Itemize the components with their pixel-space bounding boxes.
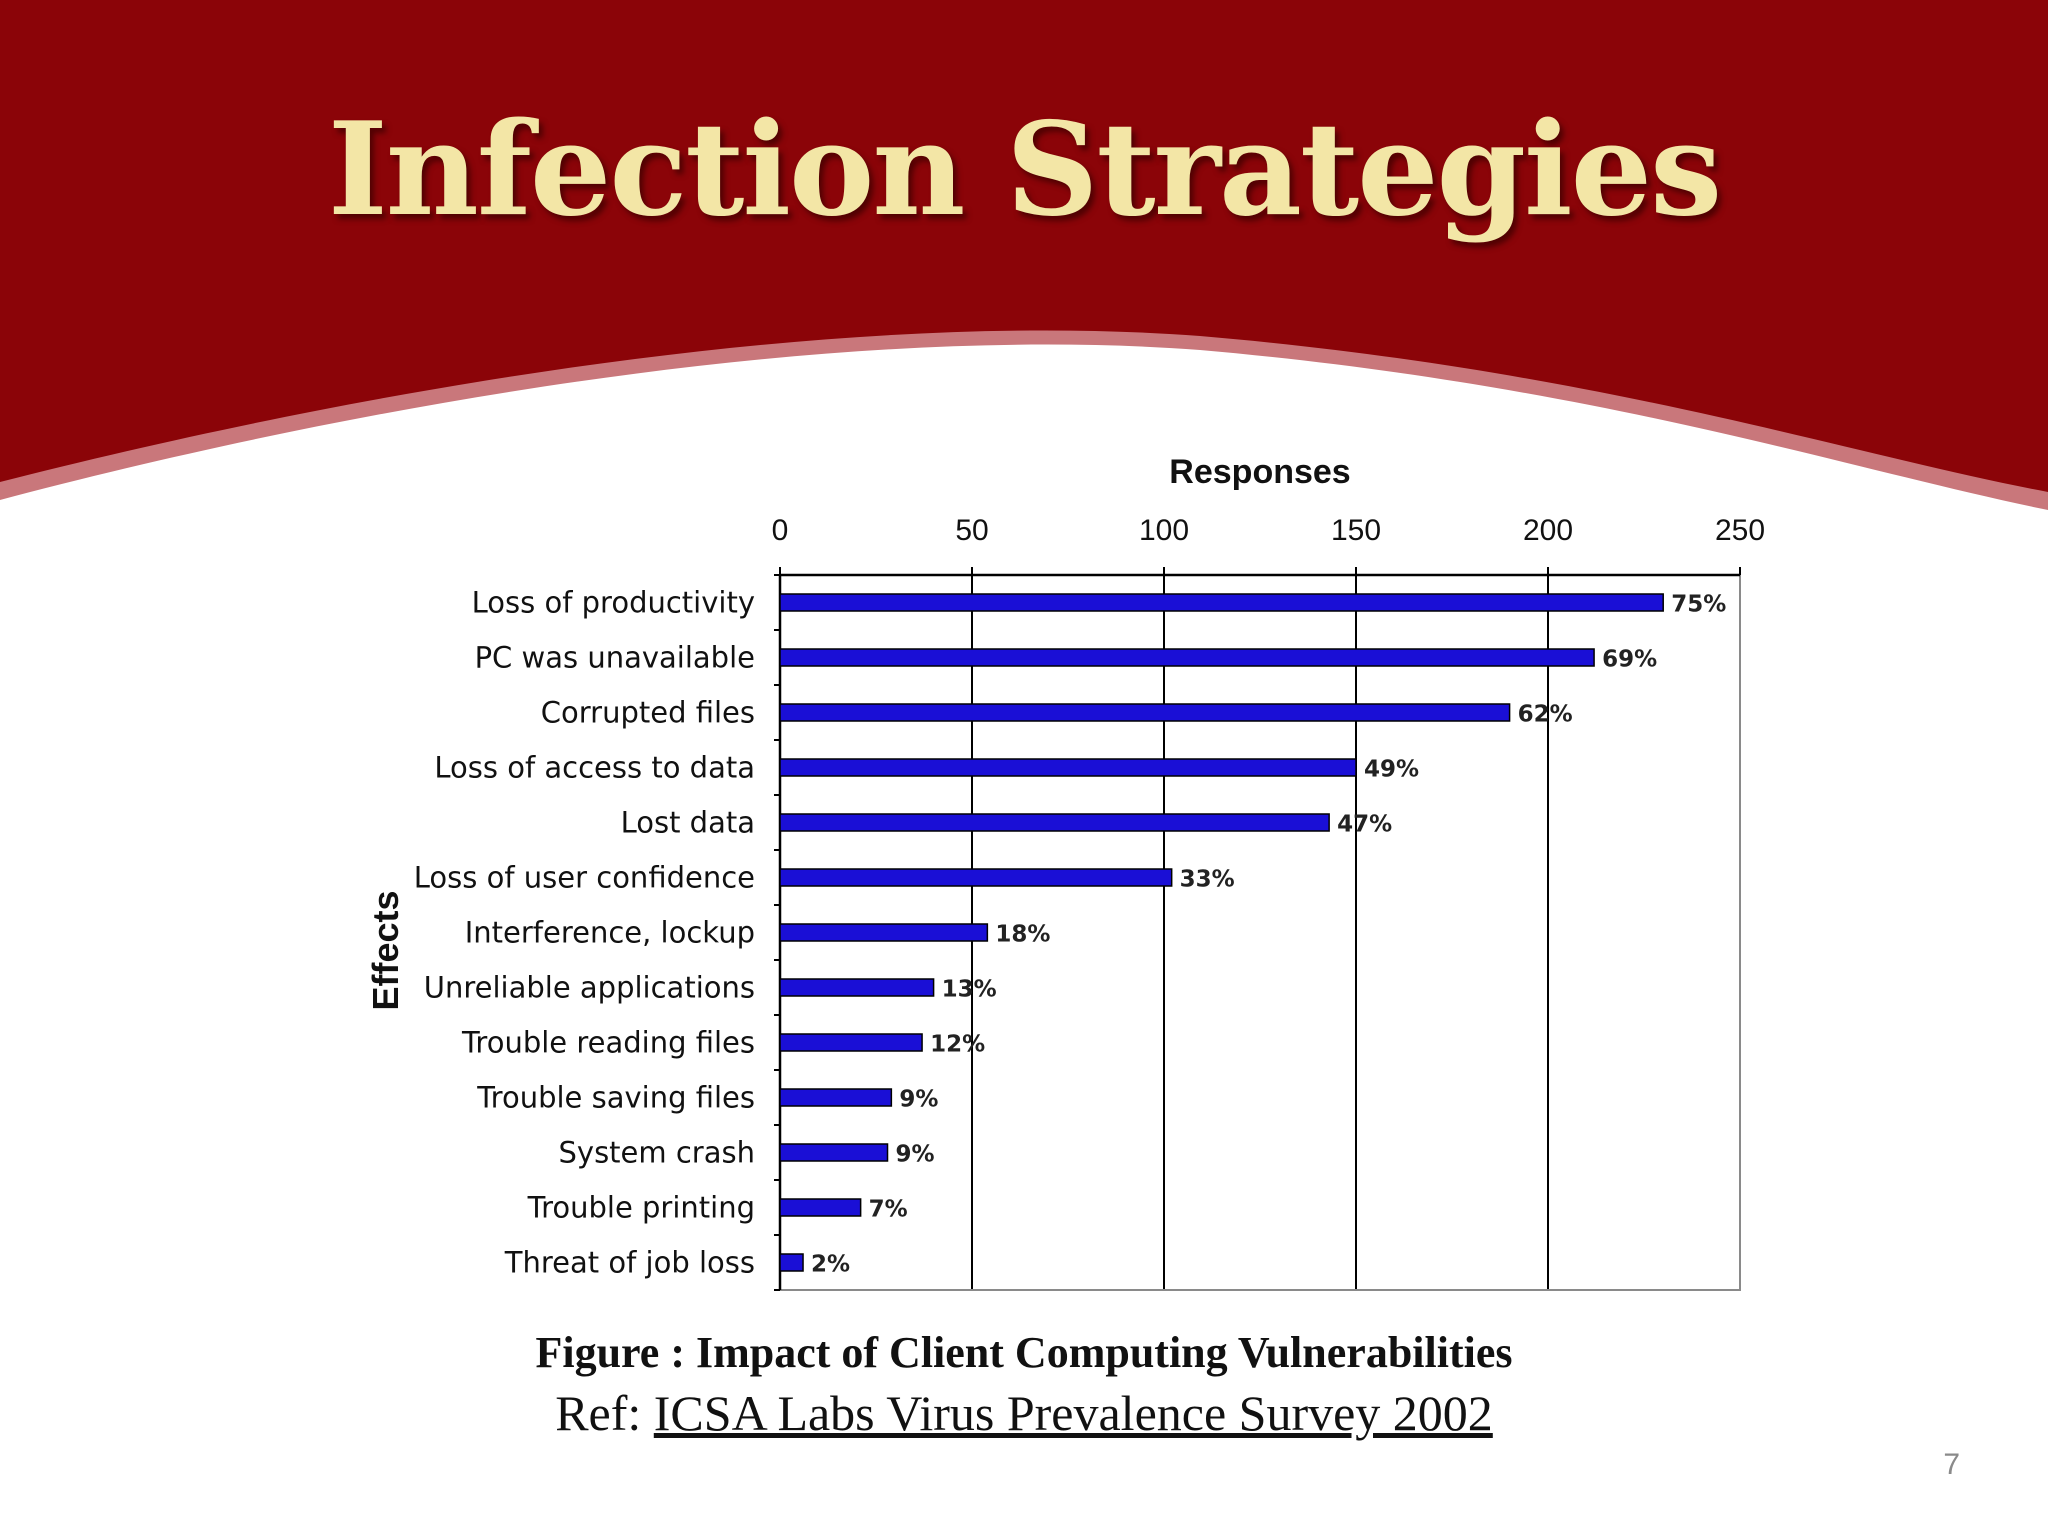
reference-prefix: Ref: xyxy=(555,1385,654,1441)
bar xyxy=(779,758,1357,777)
banner-fill xyxy=(0,0,2048,492)
category-label: Threat of job loss xyxy=(504,1246,755,1280)
data-label: 7% xyxy=(869,1197,908,1223)
category-label: Corrupted files xyxy=(541,696,755,730)
bar xyxy=(779,923,989,942)
data-label: 47% xyxy=(1337,812,1392,838)
bar xyxy=(779,1198,862,1217)
category-label: Unreliable applications xyxy=(424,971,755,1005)
bar xyxy=(779,1143,889,1162)
bar xyxy=(779,648,1595,667)
data-label: 18% xyxy=(995,922,1050,948)
bar xyxy=(779,978,935,997)
slide-title: Infection Strategies xyxy=(327,95,1722,245)
y-axis-title: Effects xyxy=(365,890,406,1010)
data-label: 9% xyxy=(899,1087,938,1113)
category-label: PC was unavailable xyxy=(475,641,755,675)
x-tick-label: 200 xyxy=(1523,514,1573,547)
page-number: 7 xyxy=(1943,1448,1960,1481)
x-tick-label: 100 xyxy=(1139,514,1189,547)
data-label: 33% xyxy=(1180,867,1235,893)
data-label: 9% xyxy=(896,1142,935,1168)
category-label: Lost data xyxy=(621,806,755,840)
data-label: 12% xyxy=(930,1032,985,1058)
figure-caption: Figure : Impact of Client Computing Vuln… xyxy=(535,1328,1513,1377)
data-label: 2% xyxy=(811,1252,850,1278)
category-label: Trouble saving files xyxy=(476,1081,755,1115)
category-label: Trouble printing xyxy=(527,1191,755,1225)
category-label: System crash xyxy=(559,1136,756,1170)
data-label: 62% xyxy=(1518,702,1573,728)
figure-reference: Ref: ICSA Labs Virus Prevalence Survey 2… xyxy=(0,1384,2048,1442)
data-label: 75% xyxy=(1671,592,1726,618)
x-tick-label: 50 xyxy=(955,514,988,547)
data-label: 69% xyxy=(1602,647,1657,673)
bar xyxy=(779,1253,804,1272)
bar xyxy=(779,703,1511,722)
category-label: Interference, lockup xyxy=(465,916,755,950)
category-label: Trouble reading files xyxy=(461,1026,755,1060)
bar xyxy=(779,1033,923,1052)
title-banner xyxy=(0,0,2048,510)
x-tick-label: 150 xyxy=(1331,514,1381,547)
x-axis-title: Responses xyxy=(1169,453,1350,491)
bar xyxy=(779,1088,893,1107)
category-label: Loss of user confidence xyxy=(414,861,755,895)
bar xyxy=(779,868,1173,887)
category-label: Loss of access to data xyxy=(434,751,755,785)
x-tick-label: 250 xyxy=(1715,514,1765,547)
category-label: Loss of productivity xyxy=(472,586,755,620)
bar xyxy=(779,593,1664,612)
bar xyxy=(779,813,1330,832)
data-label: 13% xyxy=(942,977,997,1003)
x-tick-label: 0 xyxy=(772,514,789,547)
data-label: 49% xyxy=(1364,757,1419,783)
reference-link[interactable]: ICSA Labs Virus Prevalence Survey 2002 xyxy=(653,1385,1493,1441)
